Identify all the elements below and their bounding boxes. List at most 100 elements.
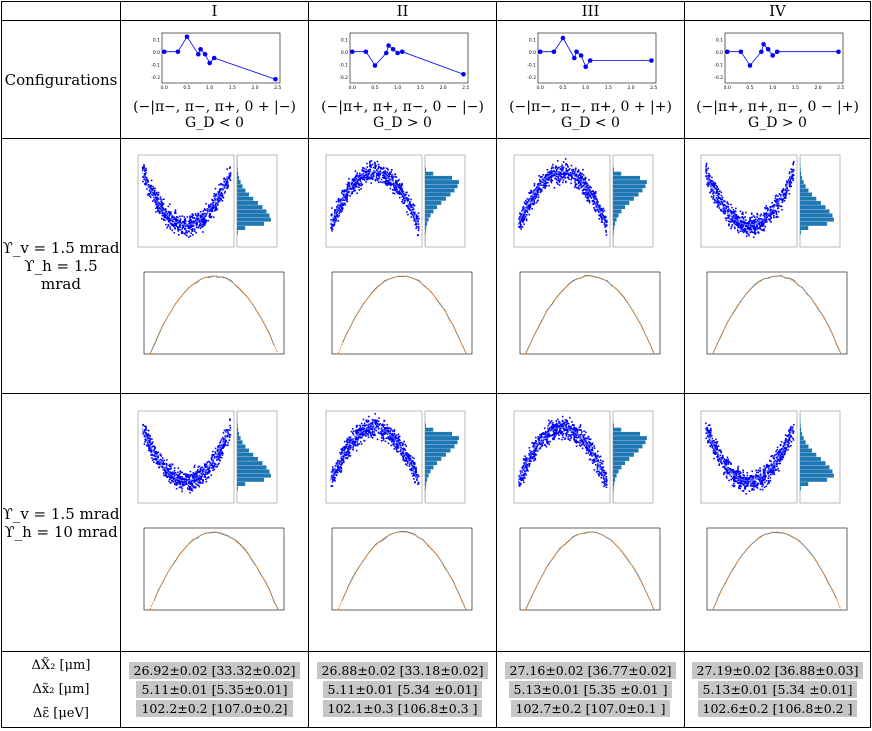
scatter-point xyxy=(412,213,415,216)
scatter-point xyxy=(740,223,743,225)
scatter-point xyxy=(414,217,417,220)
scatter-point xyxy=(145,445,148,447)
scatter-point xyxy=(530,199,533,202)
scatter-point xyxy=(179,223,181,226)
scatter-point xyxy=(193,230,196,232)
scatter-point xyxy=(552,170,555,172)
scatter-point xyxy=(412,457,415,460)
config-point xyxy=(161,48,167,54)
scatter-point xyxy=(408,456,410,459)
scatter-point xyxy=(344,193,347,195)
scatter-point xyxy=(524,215,526,218)
scatter-point xyxy=(223,190,226,192)
scatter-point xyxy=(159,454,161,456)
scatter-point xyxy=(388,434,391,437)
scatter-point xyxy=(588,449,590,452)
x-tick-label: 2.5 xyxy=(274,85,281,91)
scatter-point xyxy=(529,195,532,197)
scatter-point xyxy=(351,439,354,442)
scatter-point xyxy=(352,186,355,188)
scatter-point xyxy=(741,225,744,227)
scatter-point xyxy=(545,432,548,434)
scatter-point xyxy=(603,225,606,228)
scatter-point xyxy=(561,420,563,423)
scatter-point xyxy=(390,176,393,178)
sign-pattern-II: (−|π+, π+, π−, 0 − |−) xyxy=(321,98,484,115)
scatter-point xyxy=(219,188,221,191)
scatter-point xyxy=(400,454,402,456)
scatter-point xyxy=(162,208,164,211)
scatter-point xyxy=(785,189,787,191)
y-tick-label: 0.1 xyxy=(340,37,347,43)
scatter-point xyxy=(392,430,395,433)
scatter-point xyxy=(371,163,373,165)
scatter-point xyxy=(577,184,580,187)
scatter-point xyxy=(210,457,212,459)
scatter-point xyxy=(194,483,197,485)
x-tick-label: 2.5 xyxy=(462,85,469,91)
scatter-point xyxy=(208,215,211,217)
scatter-point xyxy=(388,182,390,185)
scatter-point xyxy=(539,436,542,439)
scatter-point xyxy=(778,192,780,195)
scatter-point xyxy=(413,481,416,484)
scatter-point xyxy=(566,170,568,172)
scatter-point xyxy=(372,433,374,436)
scatter-point xyxy=(594,190,597,193)
scatter-point xyxy=(173,469,175,472)
scatter-point xyxy=(753,220,756,222)
scatter-point xyxy=(761,224,763,227)
scatter-point xyxy=(351,428,353,430)
config-point xyxy=(399,48,404,54)
scatter-point xyxy=(789,167,792,170)
scatter-point xyxy=(389,170,392,173)
scatter-point xyxy=(347,182,349,185)
scatter-point xyxy=(742,231,744,233)
scatter-point xyxy=(581,175,583,177)
scatter-point xyxy=(356,438,358,441)
scatter-point xyxy=(158,462,160,464)
scatter-point xyxy=(185,483,188,485)
scatter-point xyxy=(336,464,339,466)
scatter-point xyxy=(771,210,773,212)
scatter-point xyxy=(204,213,207,216)
scatter-point xyxy=(215,456,217,458)
scatter-point xyxy=(351,446,354,448)
hist-bar xyxy=(424,167,426,171)
scatter-point xyxy=(178,220,180,223)
scatter-point xyxy=(373,429,375,431)
scatter-point xyxy=(190,229,193,232)
scatter-point xyxy=(712,184,714,186)
scatter-point xyxy=(351,432,354,434)
scatter-point xyxy=(582,435,584,438)
scatter-point xyxy=(781,200,783,203)
scatter-point xyxy=(763,219,766,221)
scatter-point xyxy=(342,193,345,195)
scatter-point xyxy=(190,224,193,226)
scatter-point xyxy=(733,227,736,229)
scatter-point xyxy=(178,486,180,489)
scatter-point xyxy=(604,477,607,480)
scatter-point xyxy=(166,469,169,471)
hist-bar xyxy=(424,436,459,440)
scatter-point xyxy=(792,168,794,170)
scatter-point xyxy=(148,447,150,449)
scatter-point xyxy=(382,420,385,422)
scatter-point xyxy=(172,473,175,475)
scatter-point xyxy=(598,213,600,216)
scatter-point xyxy=(412,468,414,470)
scatter-point xyxy=(415,479,418,481)
scatter-point xyxy=(330,226,332,228)
scatter-point xyxy=(716,185,718,188)
scatter-point xyxy=(217,446,220,449)
scatter-point xyxy=(719,200,722,202)
scatter-point xyxy=(755,212,758,214)
scatter-point xyxy=(590,190,593,192)
scatter-point xyxy=(597,475,600,477)
scatter-point xyxy=(193,473,196,476)
scatter-point xyxy=(713,186,715,188)
scatter-point xyxy=(736,217,738,219)
scatter-point xyxy=(397,440,399,443)
scatter-point xyxy=(362,427,365,429)
scatter-point xyxy=(412,215,414,217)
